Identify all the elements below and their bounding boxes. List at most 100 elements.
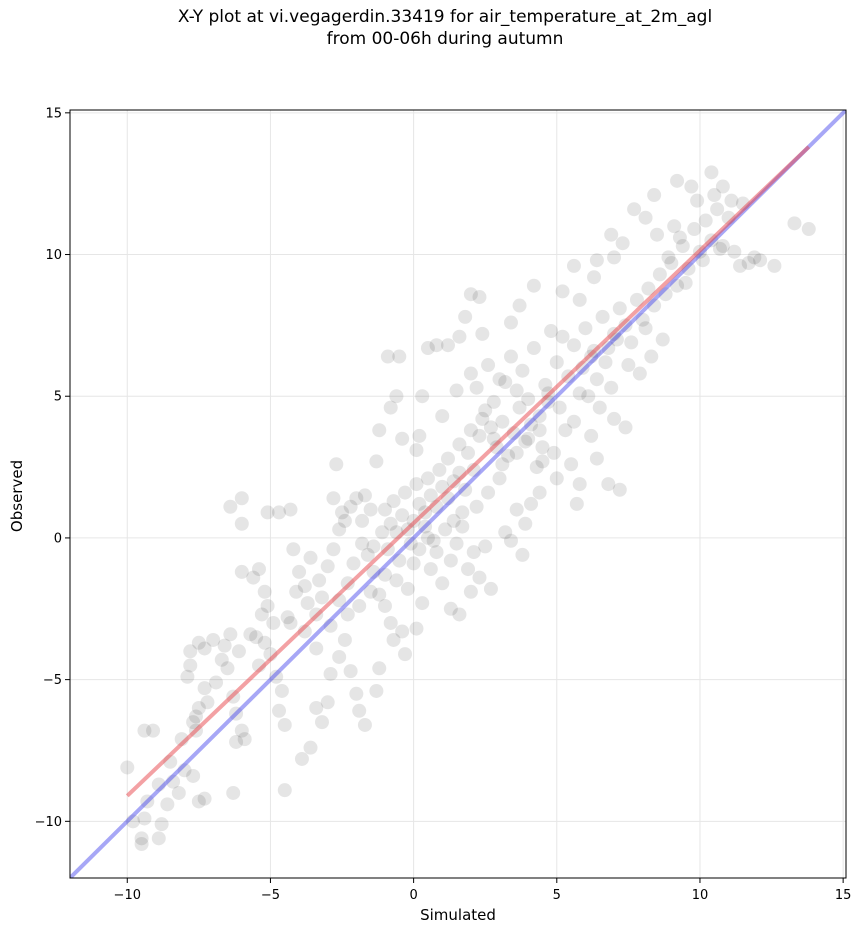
scatter-point	[801, 222, 816, 237]
scatter-point	[492, 372, 507, 387]
scatter-point	[409, 443, 424, 458]
scatter-point	[332, 649, 347, 664]
scatter-point	[180, 669, 195, 684]
scatter-point	[177, 763, 192, 778]
scatter-point	[254, 607, 269, 622]
scatter-point	[292, 564, 307, 579]
scatter-point	[303, 740, 318, 755]
scatter-point	[272, 505, 287, 520]
scatter-point	[652, 267, 667, 282]
scatter-point	[524, 417, 539, 432]
scatter-point	[503, 315, 518, 330]
scatter-point	[274, 683, 289, 698]
scatter-point	[675, 239, 690, 254]
scatter-point	[372, 661, 387, 676]
scatter-point	[197, 641, 212, 656]
scatter-point	[303, 550, 318, 565]
scatter-point	[372, 587, 387, 602]
scatter-point	[512, 400, 527, 415]
scatter-point	[346, 556, 361, 571]
scatter-point	[435, 576, 450, 591]
scatter-point	[592, 400, 607, 415]
scatter-point	[423, 488, 438, 503]
scatter-point	[151, 777, 166, 792]
scatter-point	[191, 635, 206, 650]
scatter-point	[323, 618, 338, 633]
scatter-point	[472, 570, 487, 585]
scatter-point	[524, 496, 539, 511]
scatter-point	[197, 681, 212, 696]
scatter-point	[251, 562, 266, 577]
scatter-point	[277, 717, 292, 732]
scatter-point	[581, 389, 596, 404]
scatter-point	[438, 522, 453, 537]
scatter-point	[458, 309, 473, 324]
scatter-point	[753, 253, 768, 268]
scatter-point	[466, 462, 481, 477]
scatter-point	[363, 502, 378, 517]
scatter-point	[687, 222, 702, 237]
y-tick-label: 10	[45, 248, 62, 263]
scatter-point	[455, 505, 470, 520]
scatter-point	[483, 581, 498, 596]
scatter-point	[452, 437, 467, 452]
scatter-point	[214, 652, 229, 667]
scatter-point	[269, 669, 284, 684]
scatter-point	[601, 341, 616, 356]
scatter-point	[710, 202, 725, 217]
scatter-point	[509, 502, 524, 517]
scatter-point	[446, 513, 461, 528]
scatter-point	[352, 703, 367, 718]
scatter-point	[549, 355, 564, 370]
scatter-point	[220, 661, 235, 676]
scatter-point	[604, 380, 619, 395]
scatter-point	[572, 477, 587, 492]
chart-title-line-1: X-Y plot at vi.vegagerdin.33419 for air_…	[177, 7, 713, 27]
scatter-point	[197, 791, 212, 806]
scatter-point	[546, 445, 561, 460]
x-tick-label: 15	[835, 888, 852, 903]
scatter-point	[320, 695, 335, 710]
scatter-point	[294, 751, 309, 766]
scatter-point	[472, 428, 487, 443]
scatter-point	[146, 723, 161, 738]
scatter-point	[650, 227, 665, 242]
scatter-point	[260, 505, 275, 520]
x-tick-label: 5	[553, 888, 561, 903]
scatter-point	[234, 723, 249, 738]
scatter-point	[237, 732, 252, 747]
scatter-point	[672, 230, 687, 245]
scatter-point	[624, 335, 639, 350]
scatter-point	[564, 457, 579, 472]
scatter-point	[260, 598, 275, 613]
scatter-point	[223, 499, 238, 514]
scatter-point	[160, 797, 175, 812]
scatter-point	[526, 278, 541, 293]
scatter-point	[618, 318, 633, 333]
scatter-point	[481, 358, 496, 373]
scatter-point	[463, 287, 478, 302]
scatter-point	[572, 292, 587, 307]
scatter-point	[323, 666, 338, 681]
scatter-point	[395, 431, 410, 446]
x-tick-label: 10	[692, 888, 709, 903]
scatter-point	[412, 428, 427, 443]
scatter-point	[403, 536, 418, 551]
y-tick-label: −5	[43, 673, 62, 688]
scatter-point	[343, 499, 358, 514]
scatter-point	[392, 349, 407, 364]
scatter-point	[154, 817, 169, 832]
scatter-point	[532, 485, 547, 500]
scatter-point	[684, 179, 699, 194]
scatter-point	[698, 213, 713, 228]
scatter-point	[458, 482, 473, 497]
scatter-point	[326, 491, 341, 506]
scatter-point	[578, 321, 593, 336]
scatter-point	[535, 440, 550, 455]
scatter-point	[257, 635, 272, 650]
scatter-point	[426, 533, 441, 548]
scatter-point	[440, 451, 455, 466]
scatter-point	[125, 814, 140, 829]
scatter-point	[632, 366, 647, 381]
regression-line	[125, 145, 811, 798]
